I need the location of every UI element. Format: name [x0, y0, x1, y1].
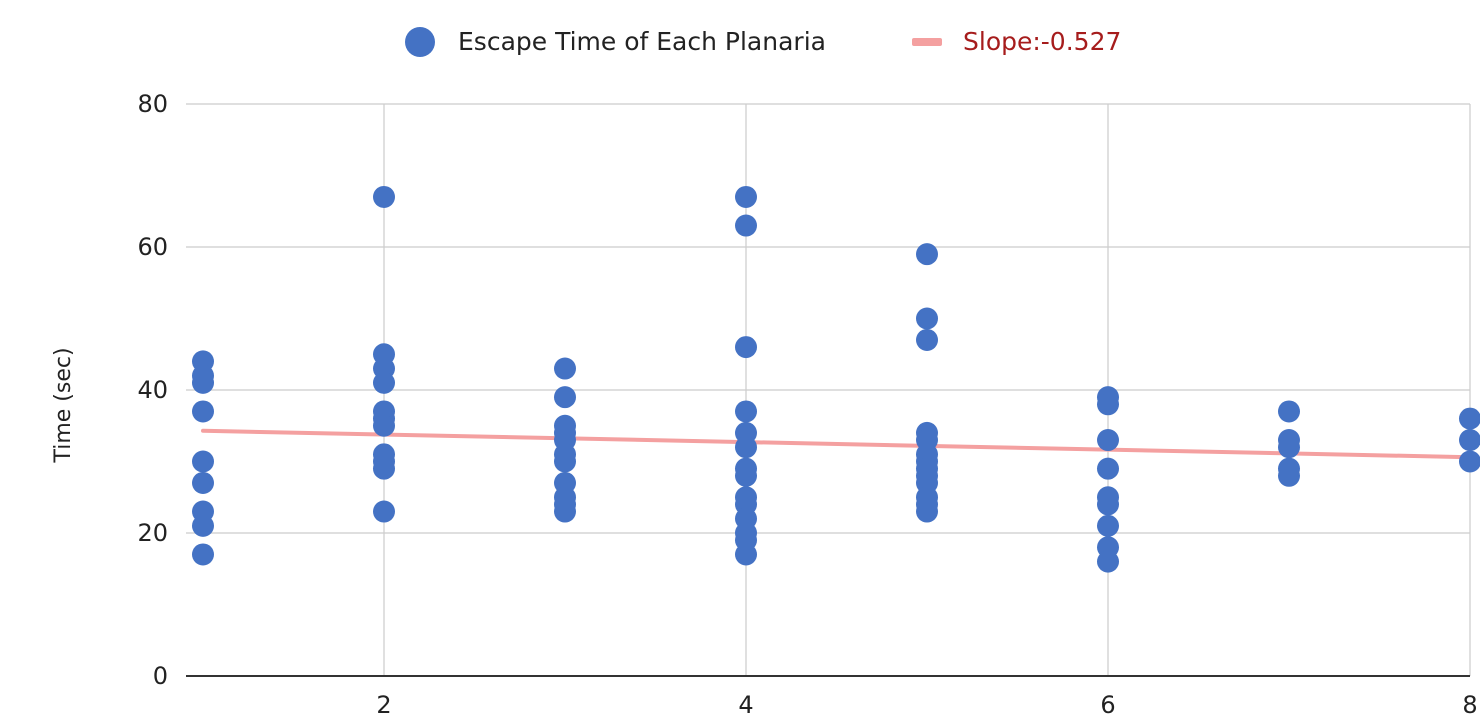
data-point[interactable]: [1097, 550, 1119, 573]
x-tick-label: 8: [1462, 691, 1477, 715]
data-point[interactable]: [916, 500, 938, 523]
data-point[interactable]: [735, 436, 757, 459]
data-point[interactable]: [735, 543, 757, 566]
data-point[interactable]: [373, 371, 395, 394]
data-point[interactable]: [735, 400, 757, 423]
x-tick-label: 4: [738, 691, 753, 715]
data-point[interactable]: [1278, 464, 1300, 487]
data-point[interactable]: [192, 400, 214, 423]
data-point[interactable]: [373, 500, 395, 523]
data-point[interactable]: [192, 514, 214, 537]
legend-marker-trendline: [912, 38, 942, 46]
data-point[interactable]: [192, 471, 214, 494]
y-tick-label: 80: [137, 90, 168, 118]
data-point[interactable]: [1459, 407, 1480, 430]
legend-label-trendline[interactable]: Slope:-0.527: [963, 27, 1121, 56]
data-point[interactable]: [735, 185, 757, 208]
legend-marker-scatter: [405, 27, 435, 57]
data-point[interactable]: [192, 450, 214, 473]
data-point[interactable]: [735, 464, 757, 487]
y-tick-label: 40: [137, 376, 168, 404]
data-point[interactable]: [916, 328, 938, 351]
legend-label-scatter[interactable]: Escape Time of Each Planaria: [458, 27, 826, 56]
y-tick-label: 60: [137, 233, 168, 261]
data-point[interactable]: [1097, 514, 1119, 537]
data-point[interactable]: [1097, 393, 1119, 416]
data-point[interactable]: [554, 500, 576, 523]
data-point[interactable]: [735, 336, 757, 359]
data-point[interactable]: [1278, 400, 1300, 423]
axes: 0 20 40 60 80 2 4 6 8: [137, 90, 1477, 715]
data-points: [192, 185, 1480, 573]
data-point[interactable]: [373, 185, 395, 208]
data-point[interactable]: [554, 357, 576, 380]
data-point[interactable]: [1459, 450, 1480, 473]
data-point[interactable]: [554, 386, 576, 409]
data-point[interactable]: [373, 457, 395, 480]
data-point[interactable]: [1097, 429, 1119, 452]
data-point[interactable]: [192, 543, 214, 566]
x-tick-label: 2: [376, 691, 391, 715]
y-axis-title: Time (sec): [51, 347, 76, 463]
x-tick-label: 6: [1100, 691, 1115, 715]
data-point[interactable]: [1278, 436, 1300, 459]
y-tick-label: 20: [137, 519, 168, 547]
data-point[interactable]: [916, 243, 938, 266]
data-point[interactable]: [916, 307, 938, 330]
legend[interactable]: Escape Time of Each Planaria Slope:-0.52…: [405, 27, 1121, 57]
y-tick-label: 0: [153, 662, 168, 690]
data-point[interactable]: [192, 371, 214, 394]
trendline: [201, 428, 1472, 460]
data-point[interactable]: [1097, 457, 1119, 480]
data-point[interactable]: [1459, 429, 1480, 452]
trendline-layer: [201, 428, 1472, 460]
data-point[interactable]: [735, 214, 757, 237]
data-point[interactable]: [554, 450, 576, 473]
data-point[interactable]: [373, 414, 395, 437]
data-point[interactable]: [1097, 493, 1119, 516]
